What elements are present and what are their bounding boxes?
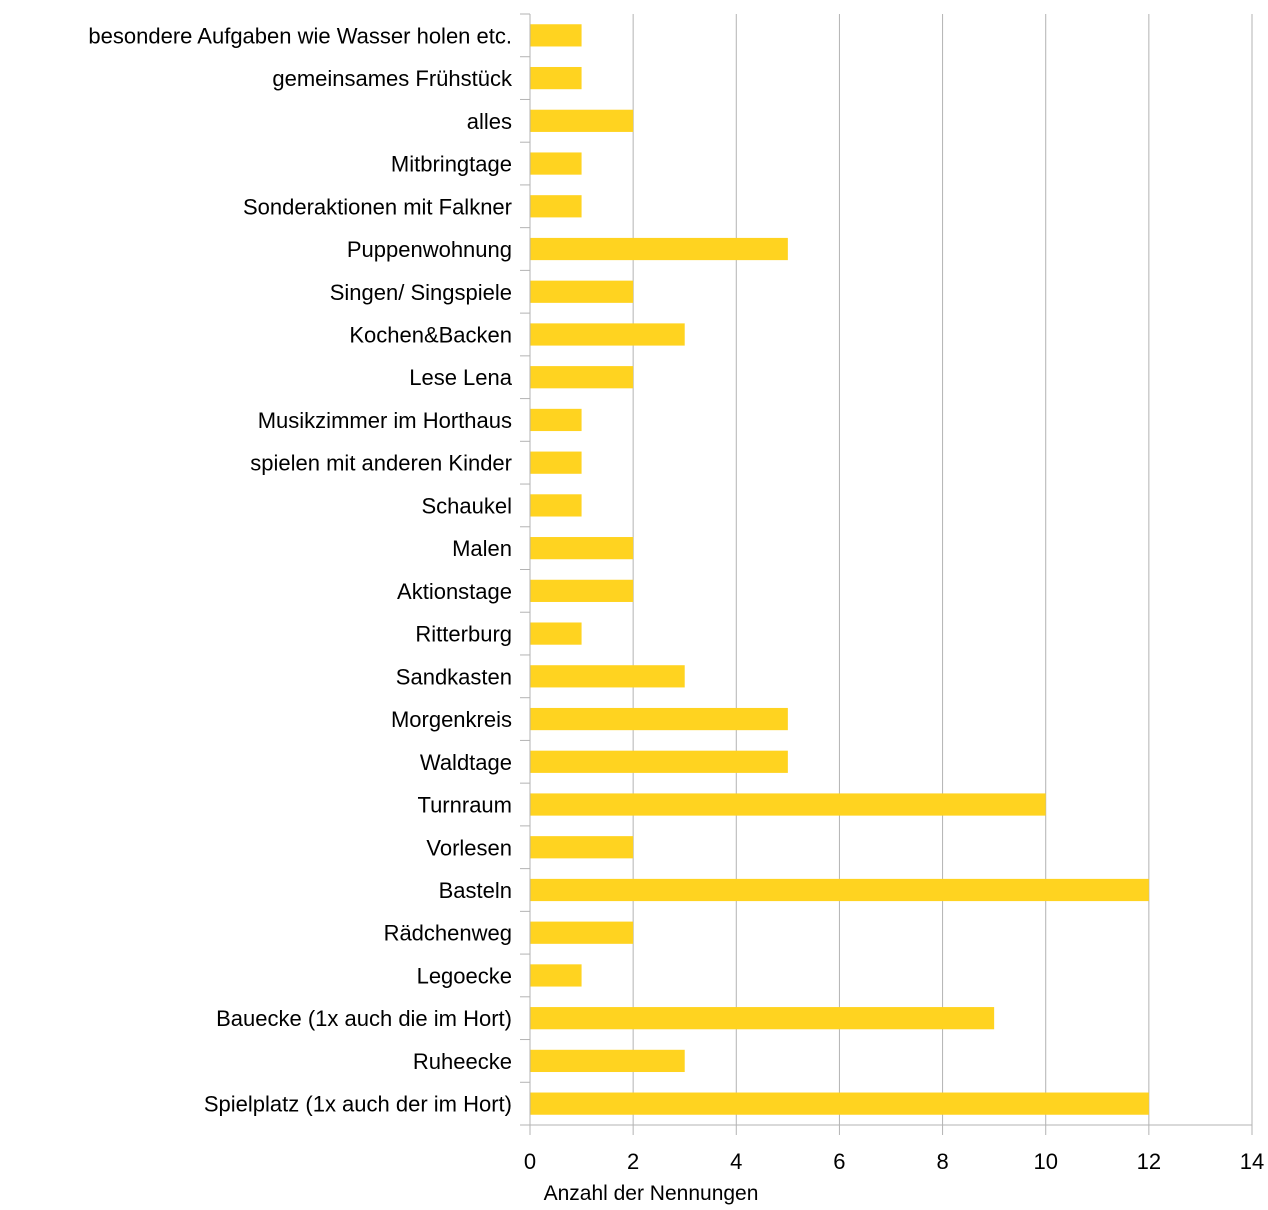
grid-lines: [632, 14, 1253, 1125]
bar-1: [530, 66, 582, 90]
bar-11: [530, 494, 582, 517]
bar-21: [530, 921, 634, 944]
category-label-7: Kochen&Backen: [349, 322, 512, 347]
category-label-3: Mitbringtage: [391, 152, 512, 177]
bar-18: [530, 793, 1046, 816]
axes: [520, 13, 1253, 1135]
category-label-12: Malen: [452, 536, 512, 561]
category-label-22: Legoecke: [417, 963, 512, 988]
category-label-4: Sonderaktionen mit Falkner: [243, 194, 512, 219]
x-tick-label-14: 14: [1240, 1149, 1264, 1174]
bar-6: [530, 280, 634, 303]
bar-10: [530, 451, 582, 474]
bar-23: [530, 1007, 995, 1030]
category-label-17: Waldtage: [420, 750, 512, 775]
x-tick-label-4: 4: [730, 1149, 742, 1174]
bar-7: [530, 323, 685, 346]
category-label-13: Aktionstage: [397, 579, 512, 604]
category-label-10: spielen mit anderen Kinder: [250, 451, 512, 476]
category-label-0: besondere Aufgaben wie Wasser holen etc.: [88, 23, 512, 48]
category-labels: besondere Aufgaben wie Wasser holen etc.…: [88, 23, 513, 1116]
bar-3: [530, 152, 582, 175]
x-tick-label-0: 0: [524, 1149, 536, 1174]
category-label-2: alles: [467, 109, 512, 134]
category-label-25: Spielplatz (1x auch der im Hort): [204, 1092, 512, 1117]
x-tick-label-6: 6: [833, 1149, 845, 1174]
bar-4: [530, 195, 582, 218]
bar-25: [530, 1092, 1149, 1115]
bar-5: [530, 237, 788, 261]
category-label-6: Singen/ Singspiele: [330, 280, 512, 305]
category-label-8: Lese Lena: [409, 365, 513, 390]
bars: [530, 24, 1149, 1115]
bar-24: [530, 1049, 685, 1073]
tick-labels: 0 2 4 6 8 10 12 14: [524, 1149, 1264, 1174]
bar-16: [530, 707, 788, 731]
x-tick-label-2: 2: [627, 1149, 639, 1174]
category-label-15: Sandkasten: [396, 664, 512, 689]
bar-22: [530, 964, 582, 987]
x-axis-title: Anzahl der Nennungen: [544, 1182, 759, 1205]
category-label-18: Turnraum: [417, 793, 512, 818]
category-label-19: Vorlesen: [426, 835, 512, 860]
category-label-1: gemeinsames Frühstück: [272, 66, 513, 91]
category-label-23: Bauecke (1x auch die im Hort): [216, 1006, 512, 1031]
x-tick-label-8: 8: [936, 1149, 948, 1174]
x-tick-label-10: 10: [1033, 1149, 1057, 1174]
bar-17: [530, 750, 788, 773]
category-label-14: Ritterburg: [415, 622, 512, 647]
bar-0: [530, 24, 582, 47]
category-label-20: Basteln: [439, 878, 512, 903]
bar-19: [530, 836, 634, 859]
bar-12: [530, 537, 634, 560]
bar-13: [530, 579, 634, 602]
bar-14: [530, 622, 582, 645]
category-label-24: Ruheecke: [413, 1049, 512, 1074]
bar-8: [530, 366, 634, 389]
category-label-9: Musikzimmer im Horthaus: [258, 408, 512, 433]
category-label-16: Morgenkreis: [391, 707, 512, 732]
category-label-5: Puppenwohnung: [347, 237, 512, 262]
category-label-21: Rädchenweg: [384, 921, 512, 946]
bar-2: [530, 109, 634, 132]
bar-15: [530, 665, 685, 688]
x-tick-label-12: 12: [1137, 1149, 1161, 1174]
bar-20: [530, 878, 1149, 902]
bar-9: [530, 408, 582, 432]
category-label-11: Schaukel: [421, 493, 512, 518]
